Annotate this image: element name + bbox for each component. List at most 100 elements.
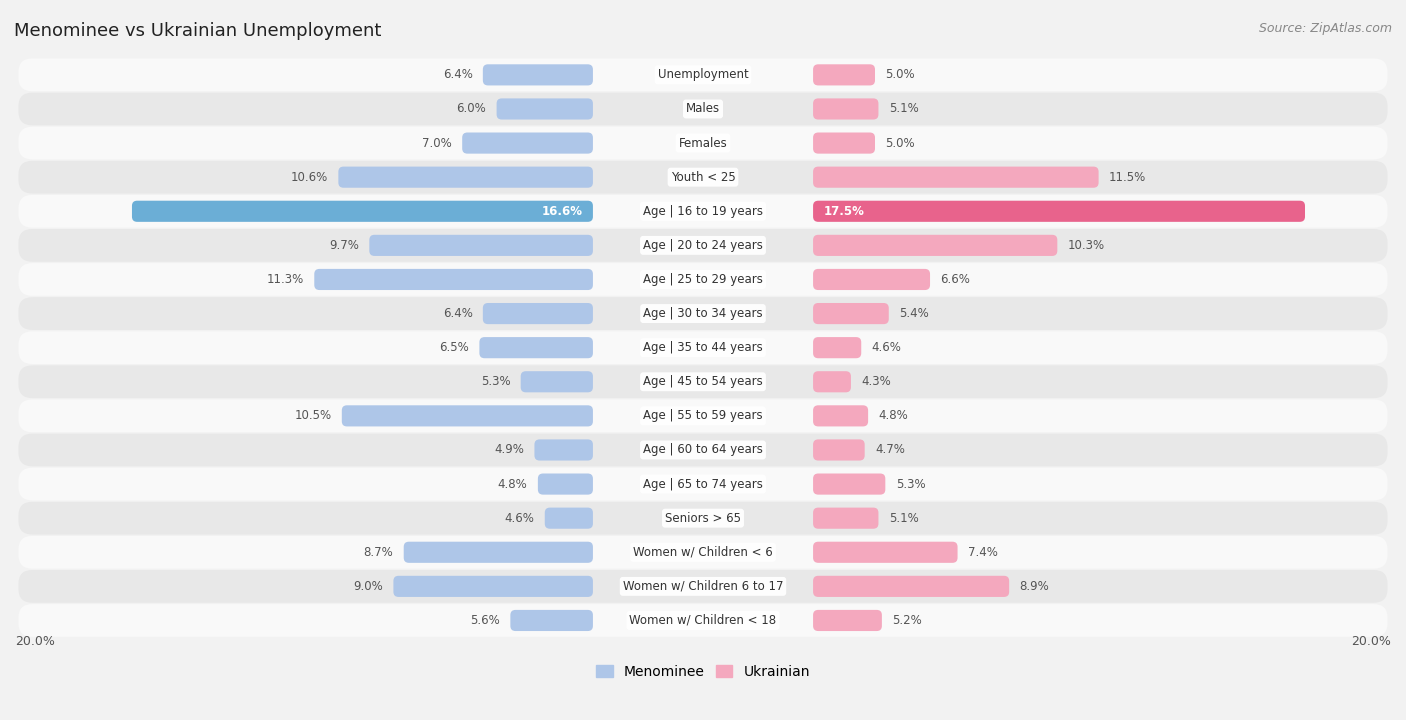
Text: 6.4%: 6.4% [443, 307, 472, 320]
Text: 4.9%: 4.9% [495, 444, 524, 456]
Text: Source: ZipAtlas.com: Source: ZipAtlas.com [1258, 22, 1392, 35]
FancyBboxPatch shape [813, 235, 1057, 256]
Text: 9.7%: 9.7% [329, 239, 359, 252]
Text: Age | 65 to 74 years: Age | 65 to 74 years [643, 477, 763, 490]
FancyBboxPatch shape [18, 93, 1388, 125]
Text: 5.1%: 5.1% [889, 512, 918, 525]
FancyBboxPatch shape [813, 610, 882, 631]
FancyBboxPatch shape [370, 235, 593, 256]
Text: Unemployment: Unemployment [658, 68, 748, 81]
Text: 9.0%: 9.0% [353, 580, 382, 593]
Text: 5.3%: 5.3% [896, 477, 925, 490]
FancyBboxPatch shape [813, 64, 875, 86]
Text: 5.4%: 5.4% [898, 307, 929, 320]
Text: 5.6%: 5.6% [470, 614, 501, 627]
Text: 7.0%: 7.0% [422, 137, 451, 150]
FancyBboxPatch shape [18, 263, 1388, 296]
FancyBboxPatch shape [339, 166, 593, 188]
FancyBboxPatch shape [18, 331, 1388, 364]
FancyBboxPatch shape [342, 405, 593, 426]
FancyBboxPatch shape [813, 508, 879, 528]
FancyBboxPatch shape [482, 64, 593, 86]
FancyBboxPatch shape [18, 297, 1388, 330]
Text: 17.5%: 17.5% [824, 204, 865, 217]
Text: Females: Females [679, 137, 727, 150]
Text: 6.6%: 6.6% [941, 273, 970, 286]
Text: Age | 20 to 24 years: Age | 20 to 24 years [643, 239, 763, 252]
Text: 10.5%: 10.5% [294, 410, 332, 423]
Text: Age | 45 to 54 years: Age | 45 to 54 years [643, 375, 763, 388]
FancyBboxPatch shape [520, 372, 593, 392]
FancyBboxPatch shape [18, 433, 1388, 467]
FancyBboxPatch shape [18, 127, 1388, 159]
FancyBboxPatch shape [813, 166, 1098, 188]
Text: Age | 16 to 19 years: Age | 16 to 19 years [643, 204, 763, 217]
FancyBboxPatch shape [18, 536, 1388, 569]
FancyBboxPatch shape [813, 405, 868, 426]
FancyBboxPatch shape [538, 474, 593, 495]
Text: 6.0%: 6.0% [457, 102, 486, 115]
FancyBboxPatch shape [496, 99, 593, 120]
Text: 5.0%: 5.0% [886, 68, 915, 81]
FancyBboxPatch shape [813, 132, 875, 153]
Text: 7.4%: 7.4% [967, 546, 998, 559]
Text: Age | 35 to 44 years: Age | 35 to 44 years [643, 341, 763, 354]
FancyBboxPatch shape [482, 303, 593, 324]
FancyBboxPatch shape [813, 439, 865, 461]
FancyBboxPatch shape [132, 201, 593, 222]
FancyBboxPatch shape [813, 541, 957, 563]
Text: 10.3%: 10.3% [1067, 239, 1105, 252]
FancyBboxPatch shape [544, 508, 593, 528]
FancyBboxPatch shape [315, 269, 593, 290]
FancyBboxPatch shape [18, 400, 1388, 432]
Text: 11.3%: 11.3% [267, 273, 304, 286]
FancyBboxPatch shape [813, 269, 929, 290]
Text: 4.8%: 4.8% [498, 477, 527, 490]
FancyBboxPatch shape [510, 610, 593, 631]
FancyBboxPatch shape [18, 229, 1388, 262]
FancyBboxPatch shape [813, 337, 862, 359]
Text: Youth < 25: Youth < 25 [671, 171, 735, 184]
FancyBboxPatch shape [18, 604, 1388, 636]
FancyBboxPatch shape [18, 161, 1388, 194]
FancyBboxPatch shape [463, 132, 593, 153]
FancyBboxPatch shape [18, 195, 1388, 228]
FancyBboxPatch shape [18, 58, 1388, 91]
Legend: Menominee, Ukrainian: Menominee, Ukrainian [596, 665, 810, 679]
Text: 5.0%: 5.0% [886, 137, 915, 150]
FancyBboxPatch shape [813, 303, 889, 324]
Text: Age | 60 to 64 years: Age | 60 to 64 years [643, 444, 763, 456]
FancyBboxPatch shape [404, 541, 593, 563]
FancyBboxPatch shape [18, 502, 1388, 534]
Text: 4.8%: 4.8% [879, 410, 908, 423]
FancyBboxPatch shape [394, 576, 593, 597]
Text: 20.0%: 20.0% [15, 635, 55, 648]
FancyBboxPatch shape [18, 570, 1388, 603]
Text: Menominee vs Ukrainian Unemployment: Menominee vs Ukrainian Unemployment [14, 22, 381, 40]
FancyBboxPatch shape [813, 372, 851, 392]
Text: 4.6%: 4.6% [505, 512, 534, 525]
Text: 4.7%: 4.7% [875, 444, 905, 456]
Text: 5.3%: 5.3% [481, 375, 510, 388]
Text: Women w/ Children 6 to 17: Women w/ Children 6 to 17 [623, 580, 783, 593]
Text: Women w/ Children < 18: Women w/ Children < 18 [630, 614, 776, 627]
Text: 8.7%: 8.7% [364, 546, 394, 559]
Text: Age | 30 to 34 years: Age | 30 to 34 years [643, 307, 763, 320]
Text: 5.1%: 5.1% [889, 102, 918, 115]
Text: Males: Males [686, 102, 720, 115]
FancyBboxPatch shape [813, 576, 1010, 597]
FancyBboxPatch shape [813, 99, 879, 120]
Text: 5.2%: 5.2% [893, 614, 922, 627]
Text: 10.6%: 10.6% [291, 171, 328, 184]
Text: Seniors > 65: Seniors > 65 [665, 512, 741, 525]
FancyBboxPatch shape [813, 201, 1305, 222]
Text: 6.5%: 6.5% [439, 341, 470, 354]
Text: 4.3%: 4.3% [862, 375, 891, 388]
Text: Women w/ Children < 6: Women w/ Children < 6 [633, 546, 773, 559]
FancyBboxPatch shape [18, 366, 1388, 398]
Text: 20.0%: 20.0% [1351, 635, 1391, 648]
Text: 6.4%: 6.4% [443, 68, 472, 81]
FancyBboxPatch shape [534, 439, 593, 461]
FancyBboxPatch shape [18, 468, 1388, 500]
Text: Age | 25 to 29 years: Age | 25 to 29 years [643, 273, 763, 286]
